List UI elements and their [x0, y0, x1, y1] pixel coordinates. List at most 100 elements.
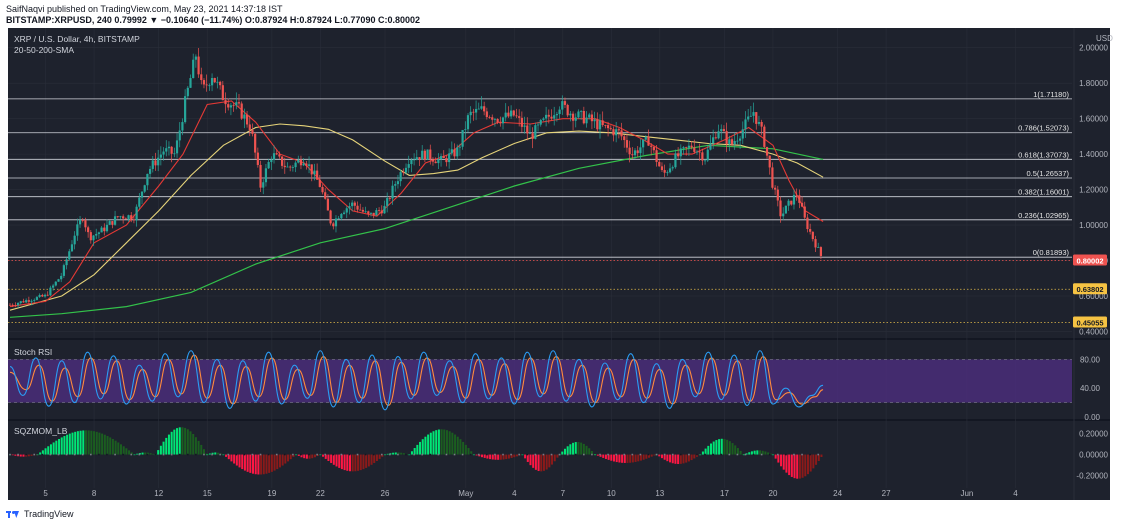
momentum-bar: [39, 452, 42, 455]
squeeze-dot: [203, 453, 205, 456]
candle-body: [49, 287, 52, 296]
squeeze-dot: [90, 453, 92, 456]
candle-body: [501, 117, 505, 124]
candle-body: [792, 194, 796, 205]
candle-body: [202, 80, 206, 85]
momentum-bar: [699, 454, 702, 456]
momentum-bar: [357, 454, 360, 471]
momentum-bar: [613, 454, 616, 462]
momentum-bar: [262, 454, 265, 475]
candle-body: [33, 299, 36, 301]
momentum-bar: [79, 430, 82, 455]
candle-body: [35, 297, 39, 300]
candle-body: [14, 305, 17, 307]
candle-body: [192, 59, 195, 79]
momentum-bar: [82, 430, 85, 455]
momentum-bar: [295, 454, 298, 456]
momentum-bar: [445, 430, 448, 455]
squeeze-dot: [389, 453, 391, 456]
momentum-bar: [658, 454, 661, 457]
momentum-bar: [524, 454, 527, 459]
candle-body: [445, 157, 448, 163]
candle-body: [307, 164, 311, 166]
candle-body: [413, 159, 416, 161]
candle-body: [623, 136, 626, 141]
momentum-bar: [130, 452, 133, 455]
momentum-bar: [206, 454, 209, 456]
momentum-bar: [594, 454, 597, 456]
candle-body: [388, 198, 391, 199]
time-axis-label: May: [458, 489, 473, 498]
publisher-line: SaifNaqvi published on TradingView.com, …: [6, 4, 283, 14]
squeeze-dot: [98, 453, 100, 456]
candle-body: [561, 101, 564, 110]
candle-body: [806, 217, 809, 230]
momentum-bar: [386, 453, 389, 455]
momentum-bar: [510, 454, 513, 458]
momentum-bar: [25, 454, 28, 457]
momentum-bar: [119, 444, 122, 455]
momentum-bar: [537, 454, 540, 472]
squeeze-dot: [631, 453, 634, 456]
squeeze-dot: [25, 453, 27, 456]
candle-body: [466, 115, 470, 130]
momentum-bar: [785, 454, 788, 473]
candle-body: [509, 110, 513, 117]
candle-body: [140, 191, 144, 198]
squeeze-dot: [227, 453, 230, 456]
squeeze-dot: [380, 453, 383, 456]
candle-body: [245, 114, 249, 125]
candle-body: [127, 215, 130, 220]
candle-body: [461, 129, 464, 147]
fib-level-label: 1(1.71180): [1033, 90, 1069, 99]
squeeze-dot: [397, 453, 399, 456]
fib-level-label: 0.382(1.16001): [1018, 188, 1069, 197]
momentum-bar: [695, 454, 698, 457]
candle-body: [178, 130, 181, 141]
squeeze-dot: [494, 453, 496, 456]
momentum-bar: [626, 454, 629, 463]
momentum-bar: [459, 439, 462, 455]
momentum-bar: [252, 454, 255, 474]
momentum-bar: [499, 454, 502, 460]
momentum-bar: [489, 454, 492, 460]
candle-body: [375, 210, 378, 216]
candle-body: [138, 197, 141, 207]
momentum-bar: [542, 454, 545, 471]
candle-body: [205, 84, 208, 86]
time-axis-label: 19: [267, 489, 276, 498]
squeeze-dot: [542, 453, 545, 456]
squeeze-dot: [251, 453, 254, 456]
candle-body: [520, 117, 523, 127]
candle-body: [210, 78, 214, 86]
candle-body: [380, 210, 383, 214]
momentum-bar: [470, 451, 473, 455]
candle-body: [197, 56, 200, 75]
momentum-bar: [759, 450, 762, 455]
momentum-bar: [378, 454, 381, 459]
candle-body: [437, 159, 440, 164]
momentum-bar: [327, 454, 330, 461]
momentum-bar: [419, 441, 422, 455]
squeeze-dot: [607, 453, 609, 456]
squeeze-dot: [704, 453, 706, 456]
squeeze-dot: [235, 453, 238, 456]
squeeze-dot: [195, 453, 197, 456]
squeeze-dot: [583, 453, 585, 456]
momentum-bar: [249, 454, 252, 473]
momentum-bar: [561, 451, 564, 455]
momentum-bar: [551, 454, 554, 465]
momentum-bar: [55, 440, 58, 455]
momentum-bar: [590, 450, 593, 455]
momentum-bar: [462, 441, 465, 455]
momentum-bar: [572, 442, 575, 455]
momentum-bar: [540, 454, 543, 472]
sma-legend-label: 20-50-200-SMA: [14, 45, 74, 55]
candle-body: [728, 139, 731, 145]
momentum-bar: [687, 454, 690, 462]
squeeze-dot: [736, 453, 739, 456]
momentum-bar: [287, 454, 290, 462]
tradingview-logo[interactable]: TradingView: [6, 509, 74, 519]
candle-body: [361, 209, 365, 212]
